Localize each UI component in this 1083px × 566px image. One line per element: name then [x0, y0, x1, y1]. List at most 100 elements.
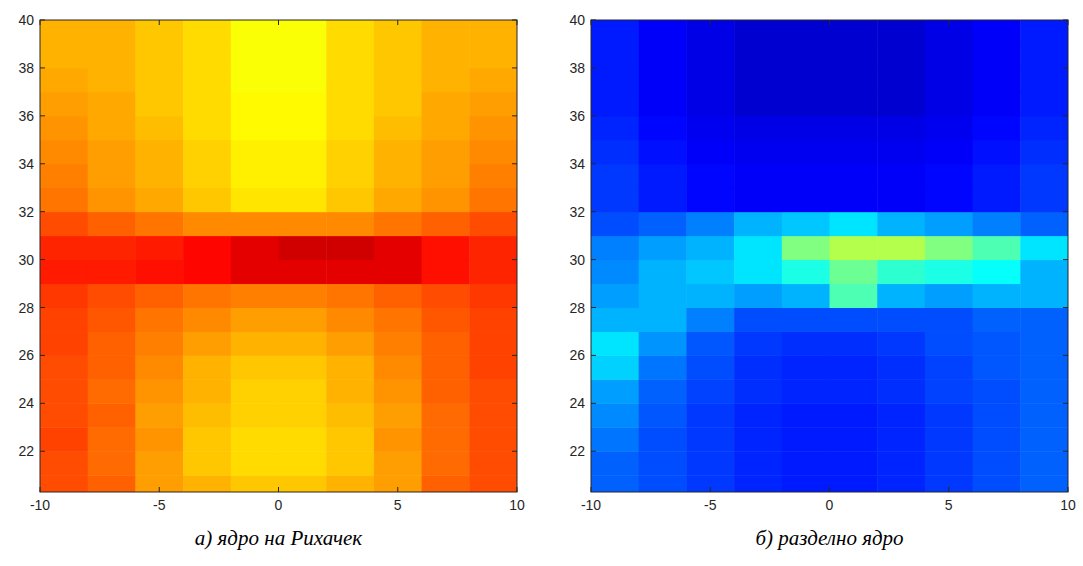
heat-cell: [877, 68, 925, 92]
heat-cell: [40, 92, 88, 116]
heat-cell: [639, 260, 687, 284]
y-tick: [512, 20, 517, 21]
x-tick: [829, 487, 830, 492]
heat-cell: [422, 475, 470, 492]
heat-cell: [469, 236, 517, 260]
y-tick: [1063, 355, 1068, 356]
panel-caption: б) разделно ядро: [755, 526, 903, 550]
heat-cell: [135, 379, 183, 403]
heat-cell: [40, 20, 88, 44]
heat-cell: [326, 68, 374, 92]
heat-cell: [326, 451, 374, 475]
heat-cell: [374, 308, 422, 332]
heat-cell: [88, 403, 136, 427]
heat-cell: [135, 212, 183, 236]
heat-cell: [973, 20, 1021, 44]
y-tick: [40, 307, 45, 308]
x-tick: [948, 487, 949, 492]
heat-cell: [925, 20, 973, 44]
heat-cell: [469, 403, 517, 427]
heat-cell: [183, 284, 231, 308]
y-tick: [512, 355, 517, 356]
heat-cell: [279, 164, 327, 188]
heat-cell: [925, 403, 973, 427]
heat-cell: [973, 140, 1021, 164]
heat-cell: [925, 236, 973, 260]
heat-cell: [231, 284, 279, 308]
y-tick-label: 26: [18, 347, 34, 363]
y-tick: [40, 211, 45, 212]
heat-cell: [469, 427, 517, 451]
heat-cell: [591, 427, 639, 451]
y-tick: [512, 307, 517, 308]
y-tick-label: 34: [18, 156, 34, 172]
heat-cell: [326, 236, 374, 260]
heat-cell: [591, 308, 639, 332]
heat-cell: [877, 92, 925, 116]
heat-cell: [782, 451, 830, 475]
heat-cell: [877, 188, 925, 212]
heat-cell: [830, 331, 878, 355]
heat-cell: [782, 308, 830, 332]
heat-cell: [1020, 44, 1068, 68]
x-tick: [397, 20, 398, 25]
heat-cell: [591, 188, 639, 212]
heat-cell: [1020, 212, 1068, 236]
heat-cell: [877, 427, 925, 451]
heat-cell: [135, 355, 183, 379]
heat-cell: [973, 284, 1021, 308]
heat-cell: [279, 331, 327, 355]
heat-cell: [686, 44, 734, 68]
heat-cell: [183, 164, 231, 188]
heat-cell: [1020, 92, 1068, 116]
x-tick: [710, 20, 711, 25]
heat-cell: [782, 403, 830, 427]
heat-cell: [135, 92, 183, 116]
x-tick-label: -5: [153, 497, 166, 513]
heat-cell: [374, 355, 422, 379]
x-tick: [40, 20, 41, 25]
heat-cell: [374, 236, 422, 260]
y-tick: [591, 355, 596, 356]
x-tick-label: 0: [826, 497, 834, 513]
y-tick-label: 38: [569, 60, 585, 76]
heat-cell: [830, 355, 878, 379]
heat-cell: [734, 164, 782, 188]
panel: -10-5051022242628303234363840б) разделно…: [569, 12, 1076, 550]
heat-cell: [925, 379, 973, 403]
heat-cell: [734, 355, 782, 379]
heat-cell: [374, 164, 422, 188]
heat-cell: [830, 308, 878, 332]
heat-cell: [639, 116, 687, 140]
heat-cell: [469, 140, 517, 164]
heat-cell: [279, 20, 327, 44]
heat-cell: [734, 92, 782, 116]
heat-cell: [591, 68, 639, 92]
heat-cell: [734, 427, 782, 451]
heat-cell: [374, 212, 422, 236]
x-tick-label: 5: [945, 497, 953, 513]
heat-cell: [374, 331, 422, 355]
heat-cell: [973, 331, 1021, 355]
y-tick: [40, 451, 45, 452]
heat-cell: [591, 236, 639, 260]
heat-cell: [469, 44, 517, 68]
heat-cell: [830, 92, 878, 116]
heat-cell: [40, 379, 88, 403]
heat-cell: [973, 451, 1021, 475]
heat-cell: [973, 379, 1021, 403]
heat-cell: [1020, 236, 1068, 260]
heat-cell: [1020, 116, 1068, 140]
heat-cell: [639, 355, 687, 379]
heat-cell: [782, 164, 830, 188]
heat-cell: [830, 116, 878, 140]
heat-cell: [40, 164, 88, 188]
heat-cell: [135, 475, 183, 492]
heat-cell: [135, 116, 183, 140]
heat-cell: [422, 427, 470, 451]
heat-cell: [877, 260, 925, 284]
heat-cell: [734, 20, 782, 44]
heat-cell: [88, 116, 136, 140]
y-tick-label: 22: [569, 443, 585, 459]
heat-cell: [591, 331, 639, 355]
